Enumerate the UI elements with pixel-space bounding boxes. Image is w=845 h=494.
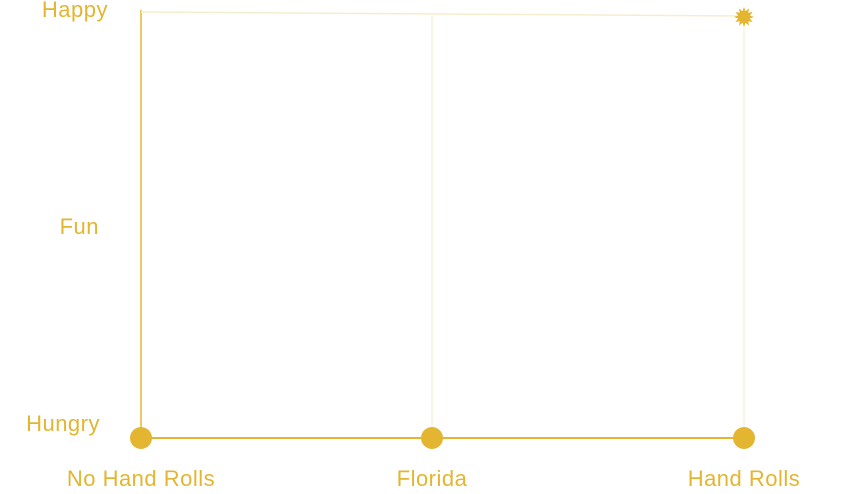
series-line-top [140,11,745,17]
data-point-1 [130,427,152,449]
y-tick-label: Fun [60,214,99,239]
y-tick-label: Hungry [26,411,100,436]
data-point-3 [733,427,755,449]
grid-lines [431,16,745,438]
x-tick-label: No Hand Rolls [67,466,215,491]
y-tick-labels: Hungry Fun Happy [26,0,108,436]
markers [130,7,755,449]
y-tick-label: Happy [42,0,108,22]
series [140,11,745,439]
x-tick-labels: No Hand Rolls Florida Hand Rolls [67,466,800,491]
starburst-marker [734,7,754,27]
x-tick-label: Florida [397,466,468,491]
x-tick-label: Hand Rolls [688,466,801,491]
data-point-2 [421,427,443,449]
